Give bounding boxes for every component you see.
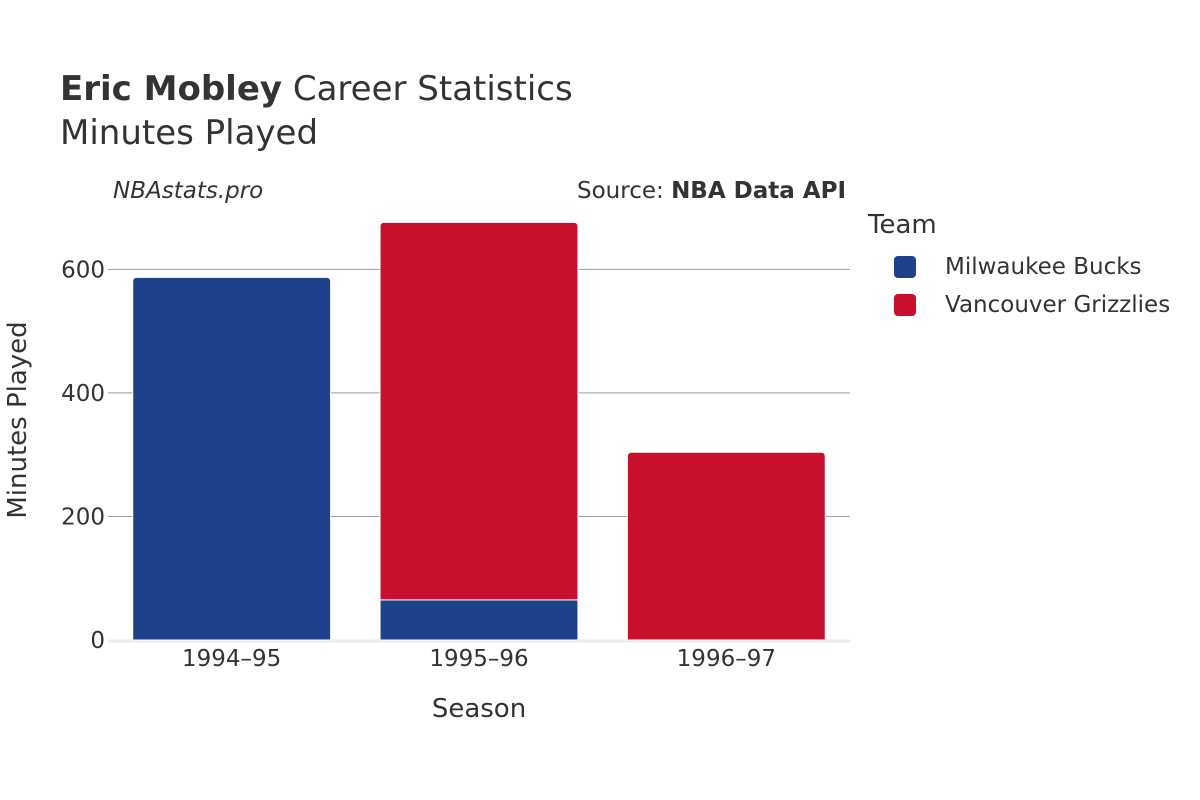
site-credit: NBAstats.pro bbox=[113, 178, 264, 204]
legend-swatch bbox=[894, 256, 916, 278]
y-tick-label: 200 bbox=[61, 504, 105, 530]
x-tick-label: 1996–97 bbox=[677, 646, 776, 672]
bar-segment bbox=[379, 599, 579, 641]
x-tick-label: 1994–95 bbox=[182, 646, 281, 672]
title-suffix: Career Statistics bbox=[282, 69, 573, 109]
legend: Team Milwaukee Bucks Vancouver Grizzlies bbox=[868, 210, 1170, 324]
legend-swatch bbox=[894, 294, 916, 316]
chart-subtitle: Minutes Played bbox=[60, 113, 319, 153]
legend-item-milwaukee-bucks[interactable]: Milwaukee Bucks bbox=[868, 248, 1170, 286]
legend-label: Milwaukee Bucks bbox=[945, 254, 1142, 280]
x-tick-label: 1995–96 bbox=[429, 646, 528, 672]
source-credit: Source: NBA Data API bbox=[577, 178, 846, 204]
source-name: NBA Data API bbox=[671, 178, 846, 204]
y-tick-label: 400 bbox=[61, 381, 105, 407]
chart-title: Eric Mobley Career Statistics bbox=[60, 68, 573, 110]
x-axis-title: Season bbox=[431, 694, 527, 724]
bar-segment bbox=[379, 221, 579, 601]
y-tick-label: 600 bbox=[61, 257, 105, 283]
bar-segment bbox=[132, 276, 332, 641]
bar-segment bbox=[626, 451, 826, 641]
legend-item-vancouver-grizzlies[interactable]: Vancouver Grizzlies bbox=[868, 286, 1170, 324]
source-prefix: Source: bbox=[577, 178, 672, 204]
legend-title: Team bbox=[868, 210, 937, 240]
legend-label: Vancouver Grizzlies bbox=[945, 292, 1171, 318]
y-axis-title: Minutes Played bbox=[3, 321, 33, 519]
y-tick-label: 0 bbox=[90, 628, 105, 654]
player-name: Eric Mobley bbox=[60, 69, 283, 109]
